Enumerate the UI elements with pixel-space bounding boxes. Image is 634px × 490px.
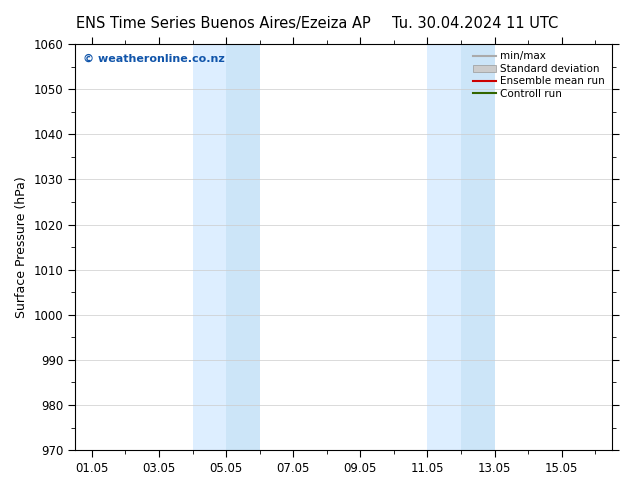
Bar [226, 44, 260, 450]
Bar [427, 44, 461, 450]
Text: ENS Time Series Buenos Aires/Ezeiza AP: ENS Time Series Buenos Aires/Ezeiza AP [76, 16, 371, 31]
Text: © weatheronline.co.nz: © weatheronline.co.nz [83, 54, 225, 64]
Y-axis label: Surface Pressure (hPa): Surface Pressure (hPa) [15, 176, 28, 318]
Legend: min/max, Standard deviation, Ensemble mean run, Controll run: min/max, Standard deviation, Ensemble me… [471, 49, 607, 101]
Bar [461, 44, 495, 450]
Bar [193, 44, 226, 450]
Text: Tu. 30.04.2024 11 UTC: Tu. 30.04.2024 11 UTC [392, 16, 558, 31]
